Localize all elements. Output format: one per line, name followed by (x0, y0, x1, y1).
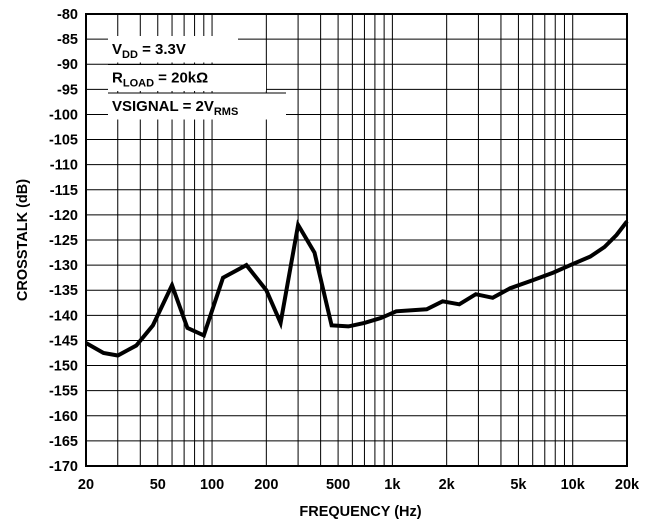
x-axis-title: FREQUENCY (Hz) (299, 504, 421, 520)
x-tick-label: 20k (615, 477, 640, 493)
x-tick-label: 5k (510, 477, 527, 493)
x-tick-label: 10k (561, 477, 586, 493)
y-tick-label: -135 (49, 283, 78, 299)
y-tick-label: -170 (49, 459, 78, 475)
y-tick-label: -130 (49, 258, 78, 274)
grid (86, 13, 627, 467)
y-tick-label: -155 (49, 384, 78, 400)
y-tick-label: -120 (49, 208, 78, 224)
annotation-row-bg (108, 93, 286, 120)
annotation-text: VDD = 3.3V (112, 41, 186, 61)
annotation-row-bg (108, 36, 238, 63)
plot-frame (85, 13, 628, 467)
y-tick-label: -145 (49, 333, 78, 349)
x-tick-label: 2k (439, 477, 456, 493)
y-tick-label: -80 (57, 7, 78, 23)
annotation-box: VDD = 3.3V RLOAD = 20kΩ VSIGNAL = 2VRMS (108, 36, 286, 120)
y-tick-label: -140 (49, 308, 78, 324)
annotation-row-bg (108, 64, 266, 91)
x-tick-label: 50 (150, 477, 166, 493)
y-tick-label: -160 (49, 409, 78, 425)
y-tick-label: -85 (57, 32, 78, 48)
x-tick-label: 500 (326, 477, 350, 493)
series-layer (85, 219, 629, 358)
crosstalk-line (85, 219, 629, 358)
y-tick-labels: -80 -85 -90 -95 -100 -105 -110 -115 -120 -125 -130… (49, 7, 78, 475)
y-tick-label: -100 (49, 107, 78, 123)
y-tick-label: -150 (49, 359, 78, 375)
y-axis-title: CROSSTALK (dB) (15, 179, 31, 301)
annotation-text: VSIGNAL = 2VRMS (112, 98, 238, 118)
y-tick-label: -115 (50, 183, 78, 199)
y-tick-label: -125 (49, 233, 78, 249)
x-tick-label: 100 (200, 477, 224, 493)
x-tick-labels: 20 50 100 200 500 1k 2k 5k 10k 20k (78, 477, 640, 493)
x-tick-label: 1k (384, 477, 401, 493)
y-tick-label: -165 (49, 434, 78, 450)
annotation-text: RLOAD = 20kΩ (112, 70, 208, 90)
y-tick-label: -105 (49, 133, 78, 149)
y-tick-label: -95 (57, 82, 78, 98)
y-tick-label: -110 (50, 158, 78, 174)
x-tick-label: 200 (254, 477, 278, 493)
x-tick-label: 20 (78, 477, 94, 493)
y-tick-label: -90 (57, 57, 78, 73)
